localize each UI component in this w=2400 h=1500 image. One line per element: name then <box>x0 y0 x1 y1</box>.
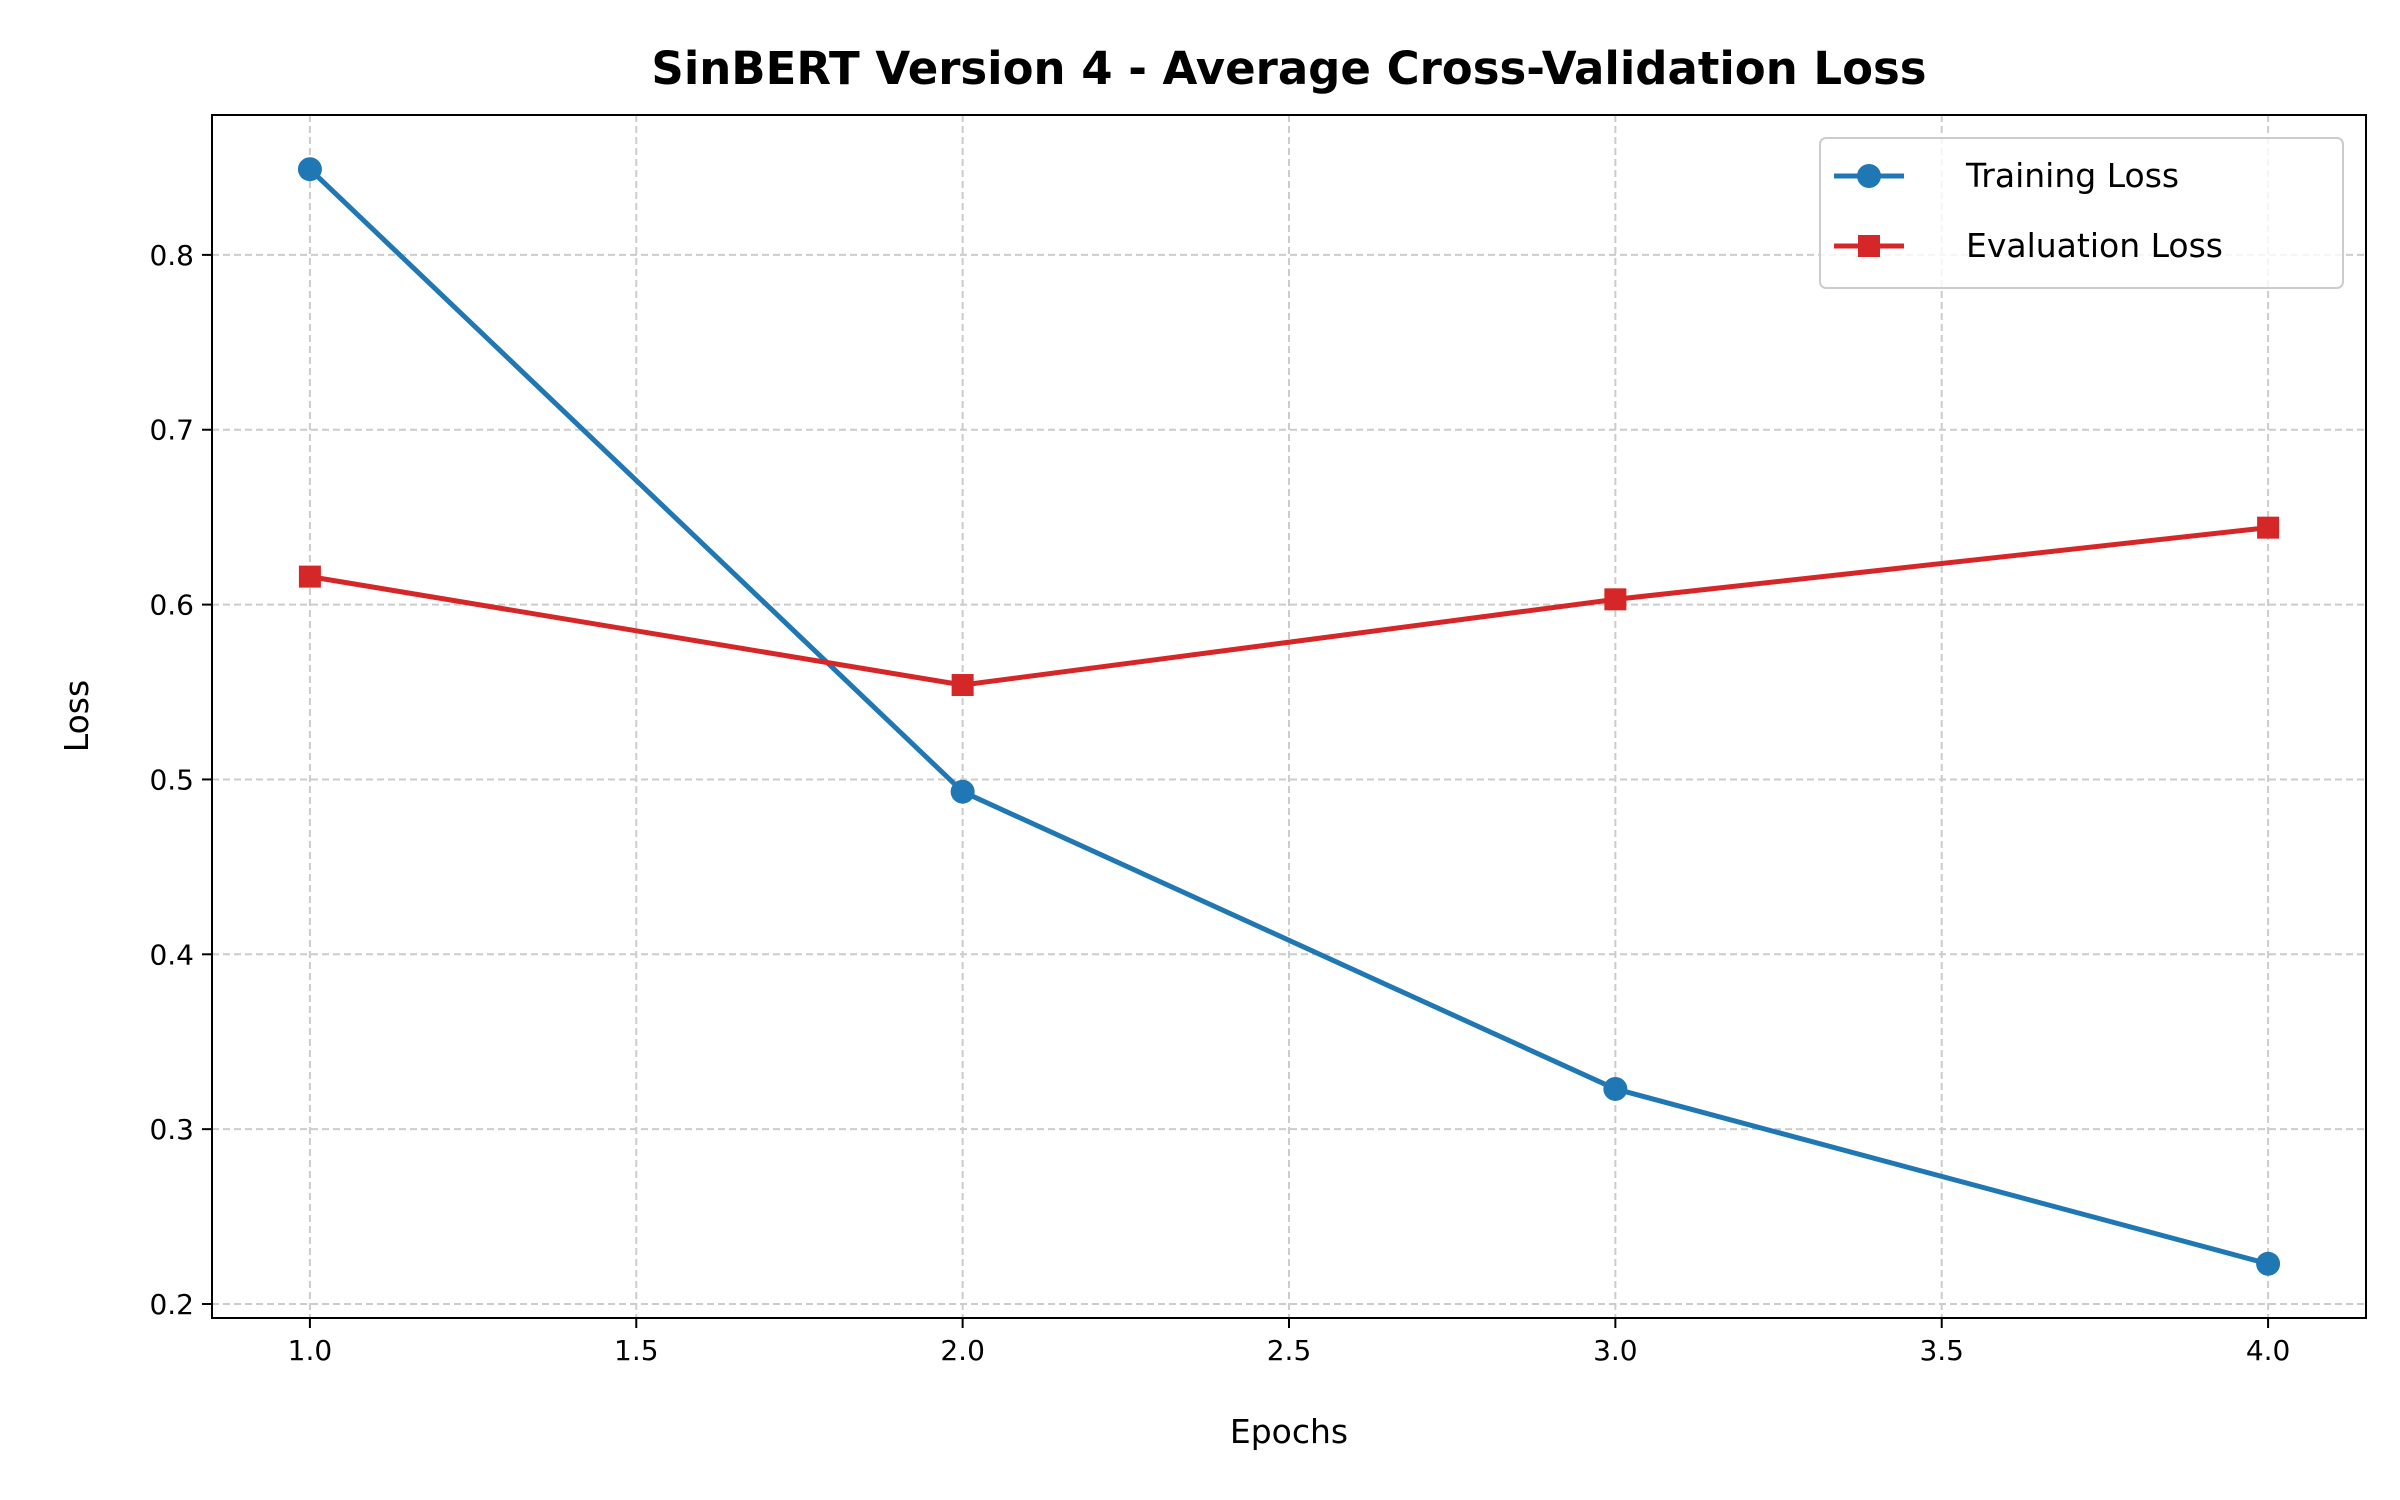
x-tick-label: 3.5 <box>1919 1334 1964 1367</box>
data-point <box>2257 516 2280 539</box>
y-tick-label: 0.5 <box>149 763 194 796</box>
plot-area-frame <box>211 114 2367 1319</box>
legend-label: Training Loss <box>1965 156 2179 195</box>
x-tick-label: 2.0 <box>940 1334 985 1367</box>
x-tick-label: 1.5 <box>614 1334 659 1367</box>
data-point <box>1604 588 1627 611</box>
y-tick-label: 0.4 <box>149 938 194 971</box>
y-tick-label: 0.6 <box>149 589 194 622</box>
ticks: 1.0 1.5 2.0 2.5 3.0 3.5 4.0 0.2 0.3 0.4 0.5 0.6 0.7 0… <box>149 239 2290 1367</box>
data-point <box>950 779 975 804</box>
legend-label: Evaluation Loss <box>1966 226 2223 265</box>
series-line <box>309 525 2269 688</box>
chart-title: SinBERT Version 4 - Average Cross-Valida… <box>651 42 1926 95</box>
series-line <box>308 167 2269 1267</box>
series <box>297 157 2281 1276</box>
x-tick-label: 4.0 <box>2246 1334 2291 1367</box>
grid <box>212 115 2366 1318</box>
data-point <box>1603 1076 1628 1101</box>
y-axis-label: Loss <box>57 680 96 752</box>
x-tick-label: 1.0 <box>288 1334 333 1367</box>
legend-box <box>1819 137 2344 289</box>
data-point <box>297 157 322 182</box>
data-point <box>2256 1251 2281 1276</box>
y-tick-label: 0.7 <box>149 414 194 447</box>
legend: Training Loss Evaluation Loss <box>1819 137 2344 289</box>
legend-marker <box>1858 235 1880 257</box>
x-tick-label: 3.0 <box>1593 1334 1638 1367</box>
y-tick-label: 0.3 <box>149 1113 194 1146</box>
x-axis-label: Epochs <box>1230 1412 1348 1451</box>
x-tick-label: 2.5 <box>1267 1334 1312 1367</box>
y-tick-label: 0.8 <box>149 239 194 272</box>
legend-marker <box>1857 164 1881 188</box>
y-tick-label: 0.2 <box>149 1288 194 1321</box>
data-point <box>951 674 974 697</box>
data-point <box>298 565 321 588</box>
